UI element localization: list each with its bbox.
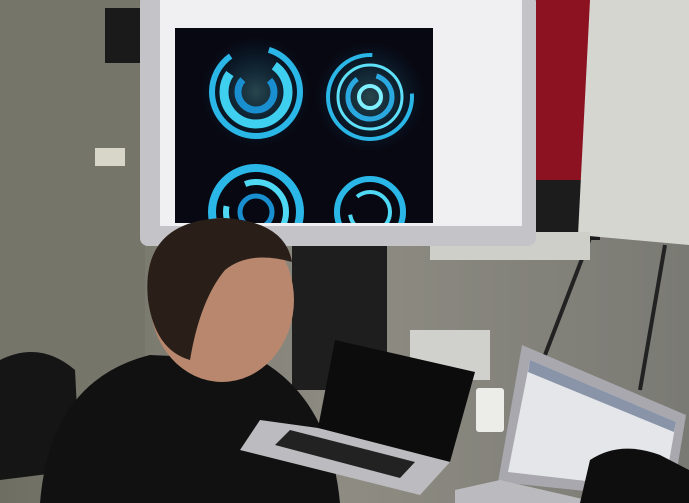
switch [95, 148, 125, 166]
hair [147, 218, 292, 360]
ring [357, 84, 383, 110]
speaker [105, 8, 140, 63]
rings [201, 37, 425, 223]
easel-leg [638, 244, 667, 391]
left-wall [0, 0, 145, 380]
glow [315, 42, 425, 152]
person-body [40, 355, 340, 503]
ring [336, 63, 404, 131]
ring [209, 45, 303, 139]
ring [237, 193, 275, 223]
glow [201, 37, 311, 147]
ring [326, 53, 414, 141]
laptop-screen [318, 340, 475, 462]
ring [345, 72, 395, 122]
cup [476, 388, 504, 432]
ring [348, 190, 392, 223]
whiteboard [578, 0, 689, 245]
ring [234, 70, 278, 114]
ring [208, 164, 304, 223]
camera [580, 448, 689, 503]
ring [334, 176, 406, 223]
laptop-right-base [455, 480, 600, 503]
keyboard [275, 430, 415, 478]
ring [219, 55, 293, 129]
window-bar [528, 360, 676, 432]
ring [223, 179, 289, 223]
